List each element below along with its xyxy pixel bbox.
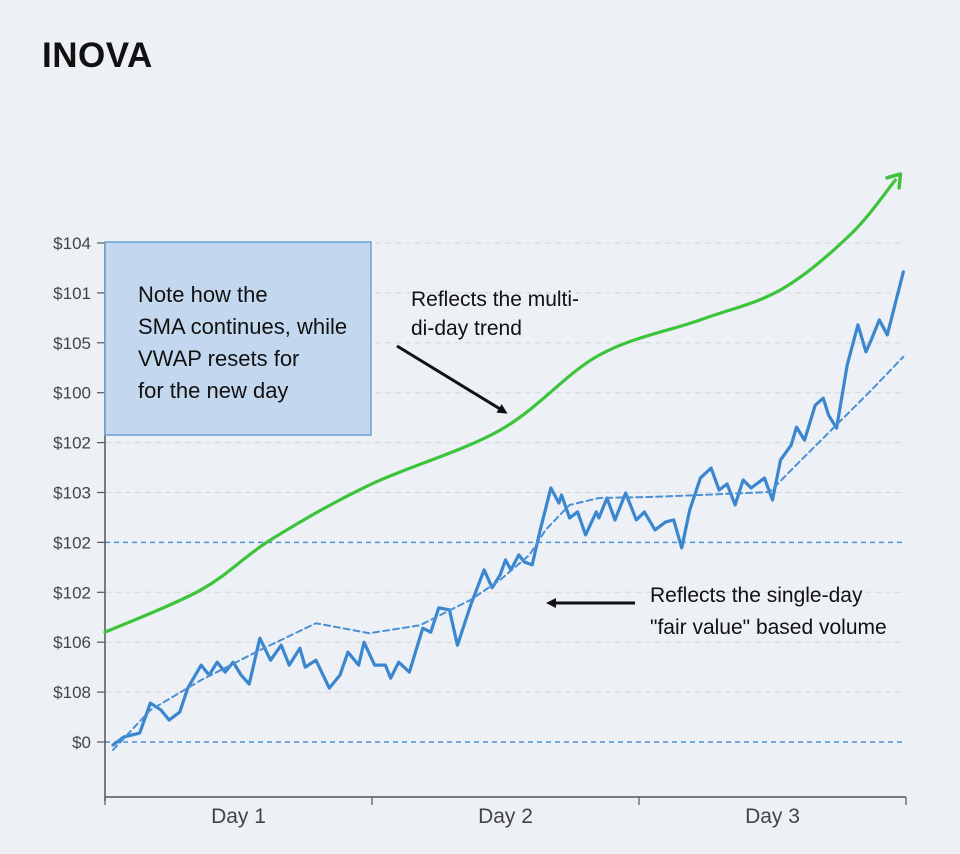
note-line-2: SMA continues, while — [138, 314, 347, 339]
y-tick-label: $108 — [53, 683, 91, 702]
vwap-note-line-2: "fair value" based volume — [650, 616, 887, 639]
note-line-3: VWAP resets for — [138, 346, 299, 371]
y-tick-label: $0 — [72, 733, 91, 752]
y-tick-label: $105 — [53, 334, 91, 353]
note-line-1: Note how the — [138, 282, 268, 307]
series-sma-line — [103, 178, 897, 634]
x-tick-label: Day 3 — [745, 805, 800, 828]
sma-note-line-2: di-day trend — [411, 317, 522, 340]
series-group — [103, 172, 905, 751]
sma-note-line-1: Reflects the multi- — [411, 288, 579, 311]
y-tick-label: $100 — [53, 384, 91, 403]
series-vwap-line — [112, 355, 905, 751]
y-tick-label: $101 — [53, 284, 91, 303]
vwap-note-line-1: Reflects the single-day — [650, 584, 863, 607]
y-tick-label: $102 — [53, 583, 91, 602]
y-tick-label: $104 — [53, 234, 91, 253]
axes: $0 $108 $106 $102 $102 $103 $102 $100 $105 $101 $1… — [53, 234, 907, 828]
y-tick-label: $102 — [53, 533, 91, 552]
note-line-4: for the new day — [138, 378, 288, 403]
x-tick-label: Day 1 — [211, 805, 266, 828]
sma-arrow — [396, 344, 508, 414]
x-tick-label: Day 2 — [478, 805, 533, 828]
y-tick-label: $106 — [53, 633, 91, 652]
note-box — [104, 241, 372, 436]
series-sma-arrowhead — [885, 172, 903, 190]
y-tick-label: $102 — [53, 434, 91, 453]
chart-title: INOVA — [42, 36, 153, 75]
y-tick-label: $103 — [53, 484, 91, 503]
